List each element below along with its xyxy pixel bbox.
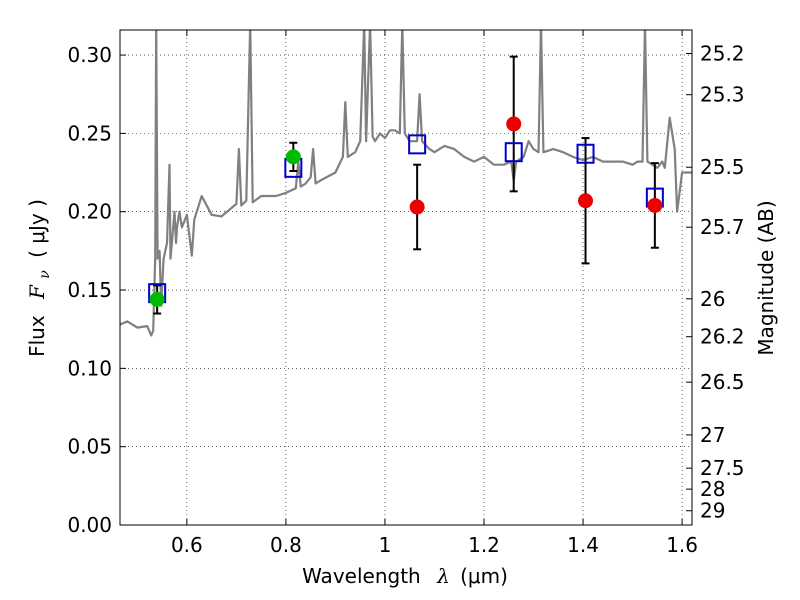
mag-tick-label: 29 <box>700 499 725 523</box>
y-axis-label-symbol: F <box>25 284 49 300</box>
mag-tick-label: 26.5 <box>700 370 745 394</box>
model-square-marker <box>576 143 595 164</box>
y-axis-label-subscript: ν <box>37 270 53 279</box>
mag-tick-label: 25.7 <box>700 215 745 239</box>
x-tick-label: 1.4 <box>567 533 599 557</box>
y-tick-label: 0.05 <box>67 435 112 459</box>
red-data-point <box>506 116 522 132</box>
plot-area <box>120 30 692 337</box>
model-square-marker <box>408 134 427 155</box>
y-tick-label: 0.15 <box>67 278 112 302</box>
x-axis-label-symbol: λ <box>436 564 450 588</box>
mag-tick-label: 25.2 <box>700 41 745 65</box>
x-tick-label: 0.6 <box>171 533 203 557</box>
mag-tick-label: 28 <box>700 477 725 501</box>
green-data-point <box>149 291 165 307</box>
svg-text:Flux F ν ( μ: Flux F ν ( μJy ) <box>25 199 54 357</box>
x-tick-label: 1 <box>379 533 392 557</box>
x-axis-label-text: Wavelength <box>302 564 421 588</box>
model-square-marker <box>504 142 523 163</box>
y-tick-label: 0.20 <box>67 200 112 224</box>
y-tick-label: 0.10 <box>67 356 112 380</box>
y-tick-label: 0.30 <box>67 43 112 67</box>
axis-ticks: 0.6 0.8 1 1.2 1.4 1.6 0.00 0.05 0.10 0.15 0.20 0.25… <box>67 30 745 557</box>
mag-tick-label: 26 <box>700 287 725 311</box>
red-data-point <box>409 199 425 215</box>
mag-tick-label: 25.5 <box>700 155 745 179</box>
red-data-point <box>647 197 663 213</box>
mag-tick-label: 27 <box>700 423 725 447</box>
mag-tick-label: 25.3 <box>700 83 745 107</box>
red-data-point <box>578 193 594 209</box>
y2-axis-label: Magnitude (AB) <box>754 200 778 355</box>
y-axis-label: Flux F ν ( μJy ) <box>25 199 54 357</box>
x-tick-label: 0.8 <box>270 533 302 557</box>
y-tick-label: 0.00 <box>67 513 112 537</box>
x-axis-label: Wavelength λ (μm) <box>302 564 508 588</box>
green-data-point <box>285 149 301 165</box>
y-axis-label-unit: ( μJy ) <box>25 199 49 258</box>
x-axis-label-unit: (μm) <box>460 564 508 588</box>
mag-tick-label: 26.2 <box>700 325 745 349</box>
y-tick-label: 0.25 <box>67 121 112 145</box>
x-tick-label: 1.2 <box>468 533 500 557</box>
mag-tick-label: 27.5 <box>700 456 745 480</box>
svg-text:Wavelength λ (μm): Wavelength λ (μm) <box>302 564 508 588</box>
spectrum-line <box>120 30 692 337</box>
y-axis-label-text: Flux <box>25 315 49 357</box>
x-tick-label: 1.6 <box>666 533 698 557</box>
y2-axis-label-text: Magnitude (AB) <box>754 200 778 355</box>
axes-frame <box>119 29 693 526</box>
